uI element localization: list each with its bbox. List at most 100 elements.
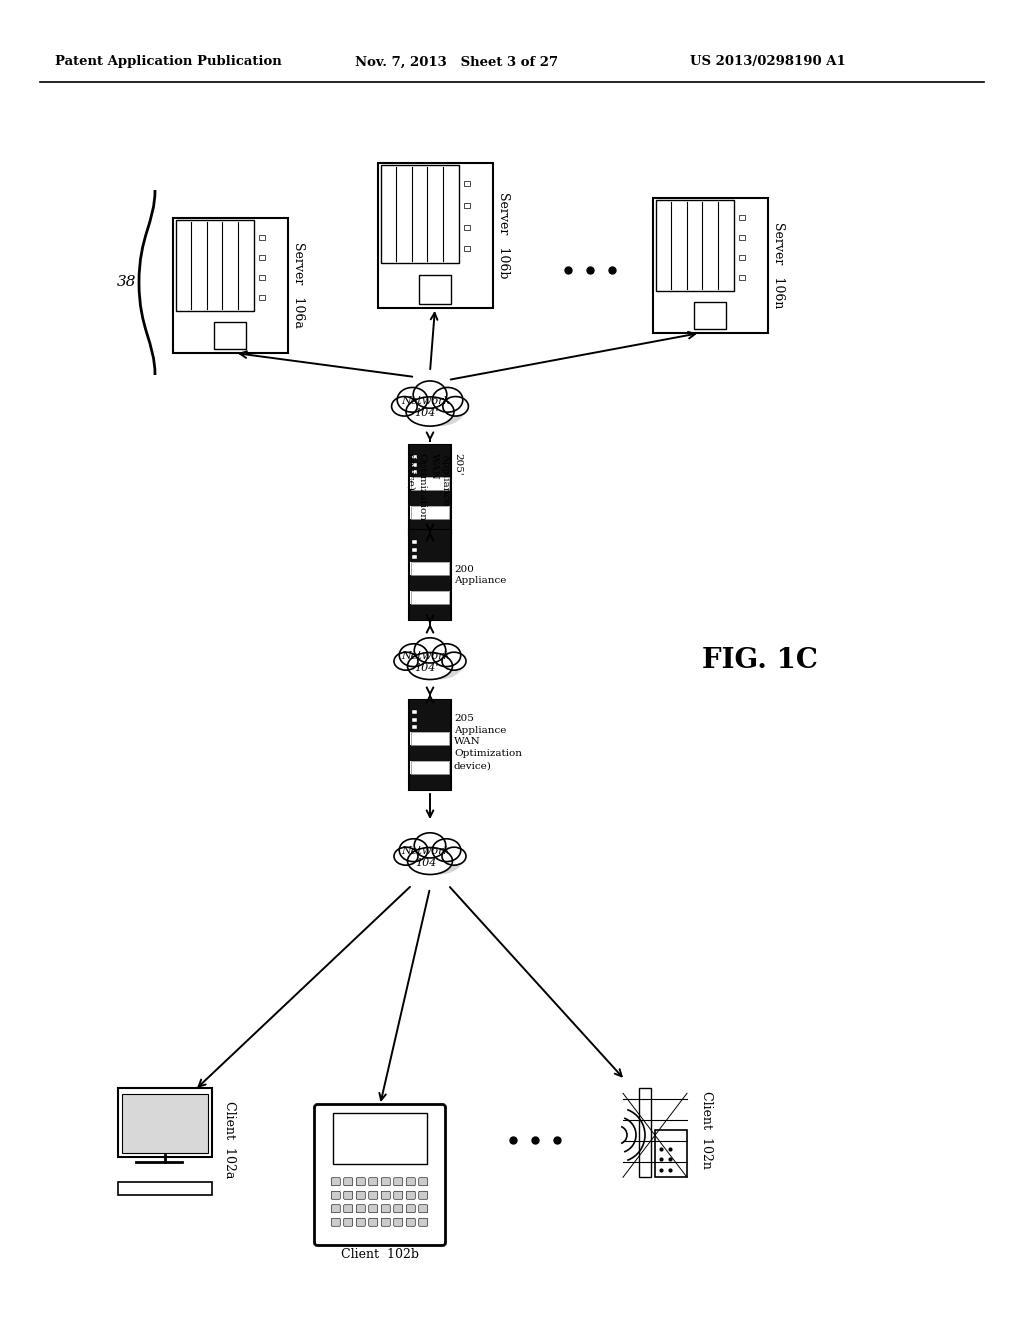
Bar [412,548,417,552]
FancyBboxPatch shape [655,1130,687,1177]
Ellipse shape [391,396,417,416]
Bar [412,718,417,722]
FancyBboxPatch shape [381,1177,390,1185]
Bar [412,540,417,544]
Bar [410,506,450,519]
Bar [410,576,450,591]
FancyBboxPatch shape [369,1205,378,1213]
Ellipse shape [394,847,418,865]
FancyBboxPatch shape [407,1218,416,1226]
Bar [738,235,744,240]
FancyBboxPatch shape [409,531,451,620]
FancyBboxPatch shape [118,1088,212,1156]
Bar [410,762,450,774]
FancyBboxPatch shape [118,1181,212,1195]
Ellipse shape [432,838,461,862]
Bar [411,477,449,490]
FancyBboxPatch shape [344,1191,352,1200]
FancyBboxPatch shape [694,301,726,329]
FancyBboxPatch shape [214,322,246,348]
FancyBboxPatch shape [381,1218,390,1226]
FancyBboxPatch shape [331,1218,340,1226]
Bar [412,554,417,558]
Bar [259,255,265,260]
Bar [412,462,417,466]
Bar [410,477,450,490]
Bar [464,224,470,230]
Bar [410,774,450,789]
Bar [464,247,470,251]
FancyBboxPatch shape [394,1218,402,1226]
FancyBboxPatch shape [356,1177,366,1185]
Ellipse shape [397,388,428,412]
Ellipse shape [406,397,454,426]
FancyBboxPatch shape [419,1218,428,1226]
Bar [410,519,450,535]
FancyBboxPatch shape [381,1205,390,1213]
FancyBboxPatch shape [344,1205,352,1213]
FancyBboxPatch shape [331,1191,340,1200]
Text: 205'
Appliance
WAN
Optimization
device): 205' Appliance WAN Optimization device) [406,453,462,521]
Ellipse shape [408,652,453,680]
Text: Patent Application Publication: Patent Application Publication [55,55,282,69]
FancyBboxPatch shape [344,1177,352,1185]
Bar [410,591,450,603]
FancyBboxPatch shape [356,1191,366,1200]
Bar [410,718,450,731]
Bar [410,603,450,620]
Bar [411,506,449,519]
Text: FIG. 1C: FIG. 1C [702,647,818,673]
Bar [411,591,449,603]
FancyBboxPatch shape [369,1177,378,1185]
Text: Nov. 7, 2013   Sheet 3 of 27: Nov. 7, 2013 Sheet 3 of 27 [355,55,558,69]
Bar [259,296,265,300]
Bar [738,215,744,219]
Bar [410,731,450,744]
Text: Server   106a: Server 106a [292,242,305,327]
Ellipse shape [415,638,445,663]
FancyBboxPatch shape [381,1191,390,1200]
Ellipse shape [399,838,428,862]
FancyBboxPatch shape [394,1191,402,1200]
Text: Server   106b: Server 106b [497,191,510,279]
Text: Client  102n: Client 102n [700,1092,713,1170]
FancyBboxPatch shape [356,1218,366,1226]
Bar [464,181,470,186]
FancyBboxPatch shape [378,162,493,308]
Text: Server   106n: Server 106n [772,222,785,308]
Ellipse shape [415,647,464,680]
Bar [411,561,449,576]
Ellipse shape [408,847,453,874]
FancyBboxPatch shape [369,1218,378,1226]
FancyBboxPatch shape [381,165,459,263]
Ellipse shape [415,842,464,874]
Bar [410,744,450,762]
Ellipse shape [399,644,428,667]
Bar [259,235,265,240]
Text: 205
Appliance
WAN
Optimization
device): 205 Appliance WAN Optimization device) [454,714,522,770]
FancyBboxPatch shape [344,1218,352,1226]
Bar [412,710,417,714]
Bar [411,731,449,744]
Bar [259,275,265,280]
FancyBboxPatch shape [407,1205,416,1213]
Ellipse shape [432,644,461,667]
FancyBboxPatch shape [175,219,254,312]
Bar [412,455,417,459]
Ellipse shape [442,847,466,865]
Text: Client  102a: Client 102a [223,1101,236,1179]
Text: Client  102b: Client 102b [341,1249,419,1262]
Text: US 2013/0298190 A1: US 2013/0298190 A1 [690,55,846,69]
FancyBboxPatch shape [419,275,452,304]
Ellipse shape [442,396,468,416]
FancyBboxPatch shape [394,1205,402,1213]
FancyBboxPatch shape [639,1088,651,1177]
Text: Network
104': Network 104' [401,396,451,418]
Bar [411,762,449,774]
Bar [410,490,450,506]
Text: 38: 38 [118,276,137,289]
Bar [738,276,744,280]
FancyBboxPatch shape [409,700,451,789]
Bar [410,463,450,477]
Bar [412,470,417,474]
